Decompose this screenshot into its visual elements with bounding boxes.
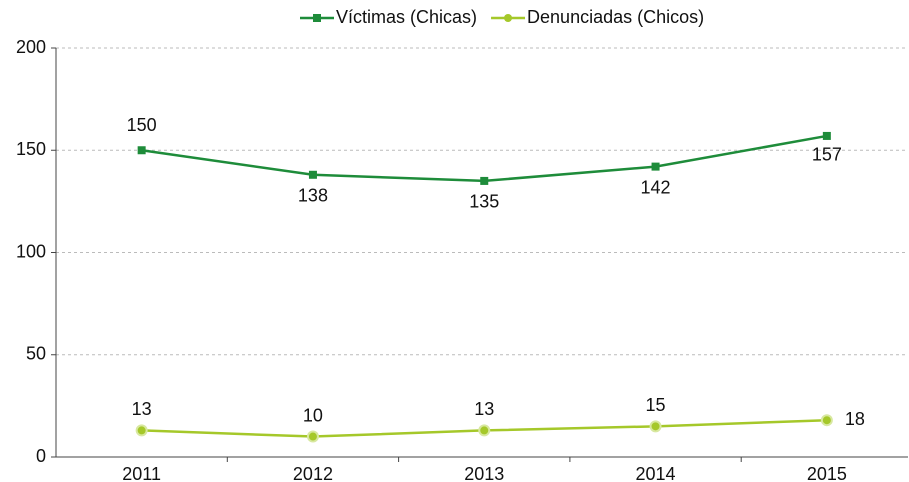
data-label: 13 [132,399,152,419]
series-line [141,134,828,183]
marker [480,176,489,185]
marker [649,420,662,433]
marker [306,430,319,443]
y-tick-label: 200 [16,37,46,57]
data-label: 13 [474,399,494,419]
marker [135,424,148,437]
legend-marker [313,14,321,22]
y-tick-label: 0 [36,446,46,466]
marker [308,170,317,179]
data-label: 142 [641,177,671,197]
data-label: 150 [127,115,157,135]
marker [820,414,833,427]
x-tick-label: 2015 [807,464,847,482]
x-tick-label: 2011 [122,464,161,482]
marker [822,131,831,140]
data-label: 18 [845,409,865,429]
y-tick-label: 150 [16,139,46,159]
data-label: 10 [303,405,323,425]
legend-marker [504,14,513,22]
y-tick-label: 50 [26,344,46,364]
data-label: 157 [812,145,842,165]
marker [651,162,660,171]
legend-label: Denunciadas (Chicos) [527,7,704,27]
marker [137,146,146,155]
data-label: 135 [469,192,499,212]
legend-label: Víctimas (Chicas) [336,7,477,27]
data-label: 138 [298,186,328,206]
x-tick-label: 2012 [293,464,333,482]
data-label: 15 [646,395,666,415]
y-tick-label: 100 [16,241,46,261]
x-tick-label: 2014 [636,464,676,482]
x-tick-label: 2013 [464,464,504,482]
marker [478,424,491,437]
